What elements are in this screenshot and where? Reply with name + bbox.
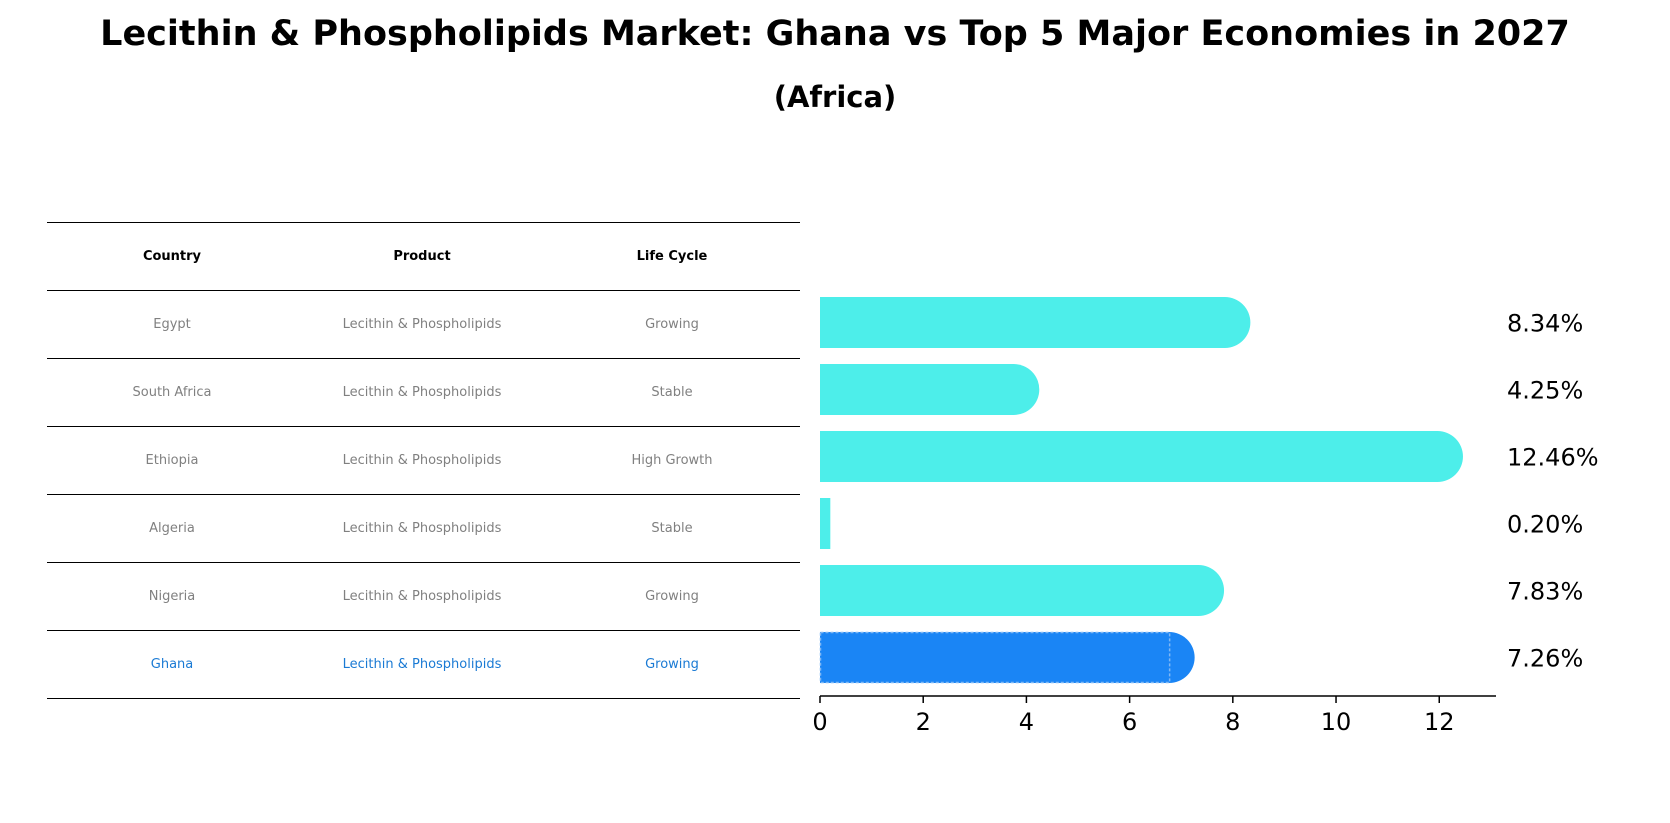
bar-ghana: [820, 632, 1195, 683]
cell-product: Lecithin & Phospholipids: [342, 657, 502, 672]
chart-title: Lecithin & Phospholipids Market: Ghana v…: [100, 14, 1570, 54]
table-row: Ethiopia Lecithin & Phospholipids High G…: [47, 426, 800, 494]
value-label-ethiopia: 12.46%: [1507, 444, 1599, 472]
cell-life-cycle: Stable: [651, 385, 693, 400]
cell-country: Ghana: [150, 657, 194, 672]
header-product: Product: [393, 249, 451, 264]
cell-life-cycle: Growing: [645, 317, 699, 332]
country-table: Country Product Life Cycle Egypt Lecithi…: [47, 222, 800, 699]
cell-life-cycle: Growing: [645, 589, 699, 604]
chart-subtitle: (Africa): [773, 80, 897, 114]
table-header-row: Country Product Life Cycle: [47, 222, 800, 290]
table-row: Nigeria Lecithin & Phospholipids Growing: [47, 562, 800, 630]
value-label-algeria: 0.20%: [1507, 511, 1583, 539]
cell-product: Lecithin & Phospholipids: [342, 385, 502, 400]
cell-life-cycle: Growing: [645, 657, 699, 672]
table-row: Algeria Lecithin & Phospholipids Stable: [47, 494, 800, 562]
x-tick-label: 12: [1424, 708, 1455, 736]
bar-south-africa: [820, 364, 1040, 415]
cell-country: Egypt: [153, 317, 191, 332]
table-row: South Africa Lecithin & Phospholipids St…: [47, 358, 800, 426]
x-tick-label: 10: [1321, 708, 1352, 736]
x-tick-label: 6: [1122, 708, 1137, 736]
cell-product: Lecithin & Phospholipids: [342, 453, 502, 468]
bar-egypt: [820, 297, 1251, 348]
cell-country: Nigeria: [148, 589, 196, 604]
value-label-nigeria: 7.83%: [1507, 578, 1583, 606]
cell-life-cycle: Stable: [651, 521, 693, 536]
bar-algeria: [820, 498, 831, 549]
value-label-ghana: 7.26%: [1507, 645, 1583, 673]
cell-country: Algeria: [149, 521, 195, 536]
header-country: Country: [142, 249, 202, 264]
bar-nigeria: [820, 565, 1225, 616]
table-row-highlight: Ghana Lecithin & Phospholipids Growing: [47, 630, 800, 699]
cell-product: Lecithin & Phospholipids: [342, 317, 502, 332]
cell-life-cycle: High Growth: [631, 453, 713, 468]
table-row: Egypt Lecithin & Phospholipids Growing: [47, 290, 800, 358]
bar-ethiopia: [820, 431, 1463, 482]
cell-product: Lecithin & Phospholipids: [342, 589, 502, 604]
x-tick-label: 2: [916, 708, 931, 736]
x-tick-label: 4: [1019, 708, 1034, 736]
value-label-south-africa: 4.25%: [1507, 377, 1583, 405]
x-tick-label: 0: [812, 708, 827, 736]
x-tick-label: 8: [1225, 708, 1240, 736]
value-label-egypt: 8.34%: [1507, 310, 1583, 338]
header-life-cycle: Life Cycle: [636, 249, 708, 264]
cell-country: South Africa: [132, 385, 212, 400]
cell-country: Ethiopia: [145, 453, 199, 468]
cell-product: Lecithin & Phospholipids: [342, 521, 502, 536]
